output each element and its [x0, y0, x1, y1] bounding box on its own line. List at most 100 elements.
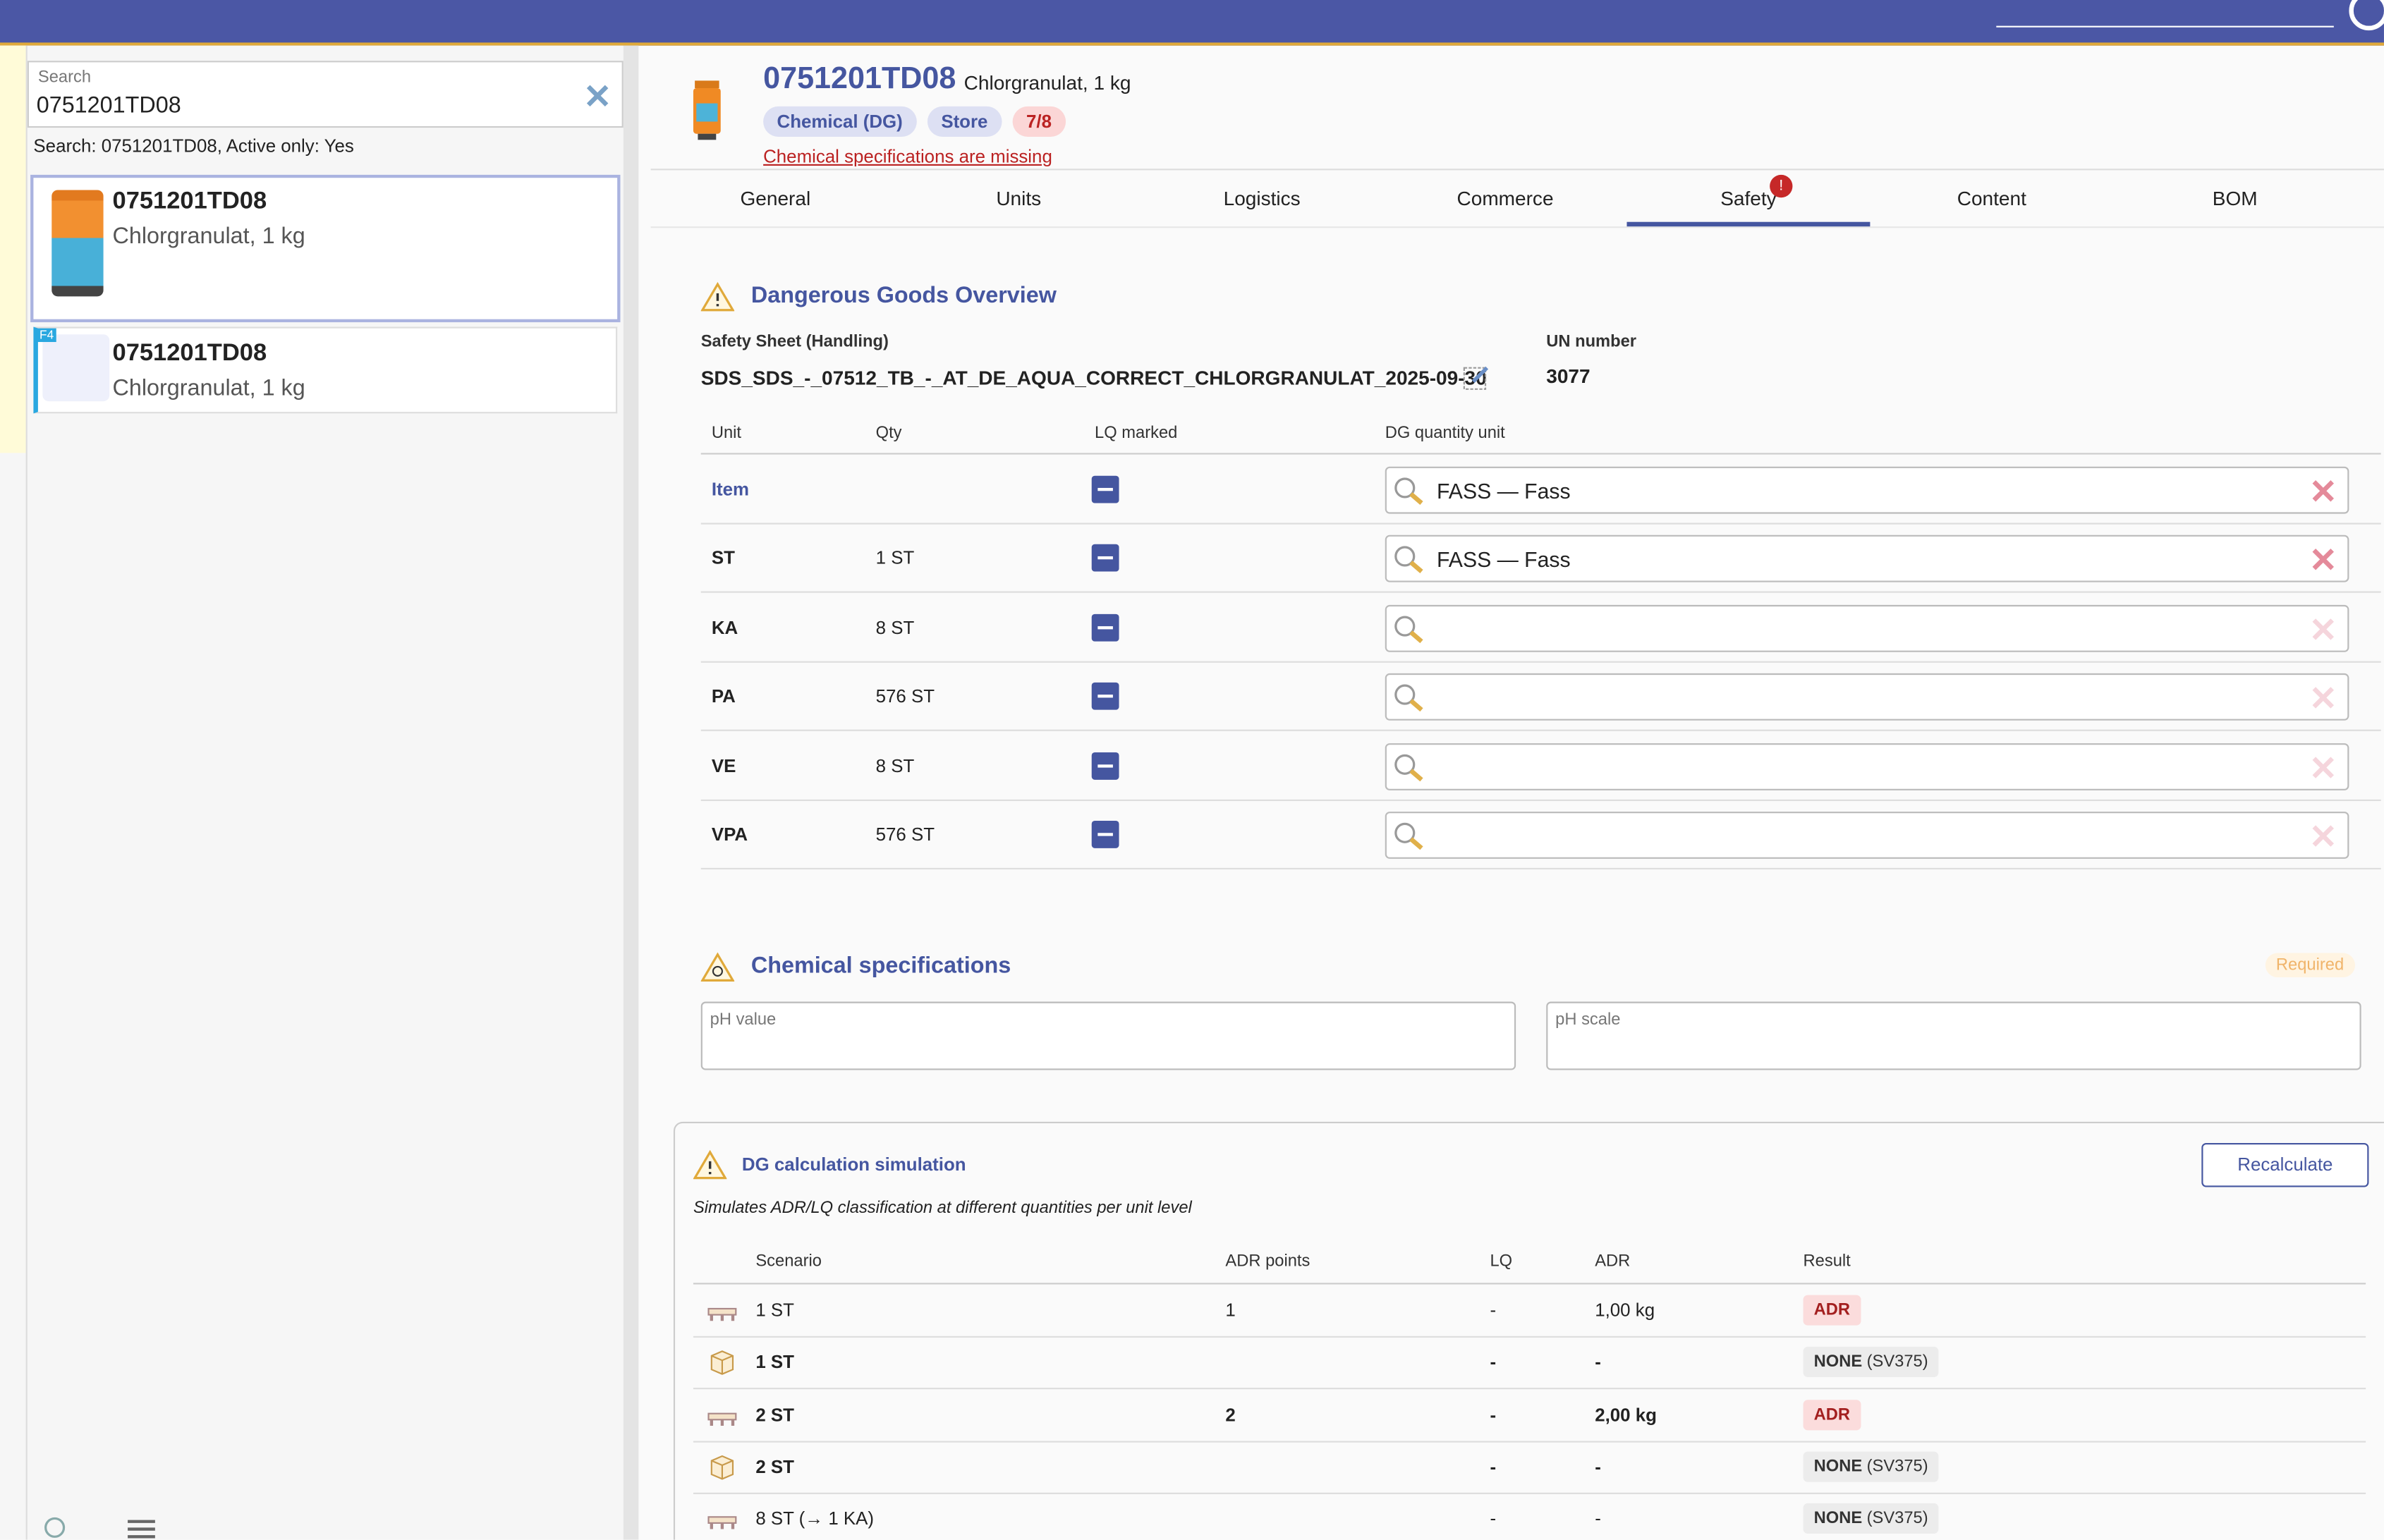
cell: -	[1490, 1403, 1497, 1426]
table-line	[693, 1283, 2366, 1285]
result: ADR	[1813, 1301, 1851, 1320]
dg-unit-input[interactable]	[1385, 535, 2349, 583]
result: ADR	[1813, 1405, 1851, 1424]
strip-border	[25, 45, 28, 1540]
lq-checkbox[interactable]	[1091, 683, 1119, 711]
unit: VPA	[711, 824, 748, 845]
result-chip: NONE (SV375)	[1803, 1347, 1939, 1378]
column-header: Scenario	[755, 1252, 822, 1271]
clear-icon[interactable]	[2311, 617, 2335, 641]
dg-unit-input[interactable]	[1385, 812, 2349, 859]
cell: 2,00 kg	[1595, 1403, 1657, 1426]
cell: 8 ST (→ 1 KA)	[755, 1508, 875, 1529]
result-code: 0751201TD08	[112, 340, 267, 367]
column-header: Result	[1803, 1252, 1851, 1271]
result-name: Chlorgranulat, 1 kg	[112, 375, 305, 402]
result-code: 0751201TD08	[112, 188, 267, 214]
qty: 8 ST	[875, 754, 915, 776]
row-icon	[707, 1349, 737, 1384]
cell: 2 ST	[755, 1403, 794, 1426]
dg-unit-input[interactable]	[1385, 673, 2349, 721]
row-line	[700, 867, 2381, 870]
lq-checkbox[interactable]	[1091, 752, 1119, 779]
tag: 7/8	[1012, 106, 1066, 138]
dg-unit-input[interactable]	[1385, 466, 2349, 514]
qty: 8 ST	[875, 616, 915, 638]
warning-icon	[700, 952, 735, 982]
dg-unit-input[interactable]	[1385, 742, 2349, 790]
search-icon	[1394, 546, 1423, 574]
lq-checkbox[interactable]	[1091, 475, 1119, 503]
clear-icon[interactable]	[2311, 479, 2335, 503]
search-summary: Search: 0751201TD08, Active only: Yes	[33, 135, 354, 157]
lq-checkbox[interactable]	[1091, 821, 1119, 848]
table-line	[700, 453, 2381, 455]
clear-icon[interactable]	[585, 84, 609, 108]
status-chip: Required	[2265, 953, 2355, 978]
splitter[interactable]	[623, 45, 639, 1540]
tab-alert: !	[1770, 174, 1793, 198]
product-image	[693, 80, 721, 140]
result-chip: NONE (SV375)	[1803, 1503, 1939, 1534]
warning-icon	[700, 281, 735, 312]
safety-sheet: SDS_SDS_-_07512_TB_-_AT_DE_AQUA_CORRECT_…	[700, 366, 1487, 389]
cell: -	[1595, 1508, 1601, 1529]
strip	[0, 45, 26, 453]
clear-icon[interactable]	[2311, 686, 2335, 710]
search-box[interactable]: Search 0751201TD08	[27, 61, 624, 128]
cell: 2 ST	[755, 1455, 794, 1478]
dash	[1097, 695, 1113, 698]
cell: -	[1595, 1455, 1601, 1478]
cell: 1 ST	[755, 1351, 794, 1374]
field-label: pH value	[710, 1010, 777, 1029]
result-card[interactable]	[33, 326, 618, 414]
tab[interactable]: Commerce	[1456, 187, 1554, 210]
lq-checkbox[interactable]	[1091, 613, 1119, 642]
cell: 1	[1225, 1300, 1236, 1321]
edit-icon[interactable]	[1461, 362, 1492, 392]
box-icon	[710, 1455, 734, 1480]
column-header: Unit	[711, 424, 741, 443]
dg-unit-input[interactable]	[1385, 604, 2349, 652]
cell: -	[1490, 1300, 1497, 1321]
tab[interactable]: BOM	[2212, 187, 2258, 210]
cell: 1 ST	[755, 1300, 794, 1321]
clear-icon[interactable]	[2311, 548, 2335, 572]
search-icon	[1394, 684, 1423, 712]
warning[interactable]: Chemical specifications are missing	[763, 145, 1052, 168]
result-image	[42, 334, 110, 402]
account-icon[interactable]	[2349, 0, 2384, 31]
field-label: pH scale	[1555, 1010, 1621, 1029]
result-note: (SV375)	[1866, 1353, 1928, 1371]
column-header: LQ marked	[1095, 424, 1178, 443]
field-input[interactable]	[1546, 1001, 2361, 1070]
row-icon	[707, 1453, 737, 1489]
tab[interactable]: General	[740, 187, 811, 210]
dash	[1097, 556, 1113, 561]
lq-checkbox[interactable]	[1091, 544, 1119, 573]
panel-subtitle: Simulates ADR/LQ classification at diffe…	[693, 1199, 1192, 1218]
result-badge: F4	[36, 328, 57, 343]
clear-icon[interactable]	[2311, 754, 2335, 778]
dg-unit: FASS — Fass	[1437, 479, 1571, 503]
tab[interactable]: Logistics	[1223, 187, 1301, 210]
result-note: (SV375)	[1866, 1509, 1928, 1528]
unit[interactable]: Item	[711, 479, 750, 501]
tab[interactable]: Content	[1957, 187, 2026, 210]
tab[interactable]: Safety	[1626, 170, 1871, 227]
field-label: Safety Sheet (Handling)	[700, 333, 889, 351]
result-card[interactable]	[30, 174, 621, 322]
pallet-icon	[707, 1516, 737, 1529]
field-input[interactable]	[700, 1001, 1516, 1070]
dg-unit: FASS — Fass	[1437, 547, 1571, 573]
column-header: Qty	[875, 424, 902, 443]
recalculate-button[interactable]: Recalculate	[2201, 1143, 2369, 1187]
tab[interactable]: Units	[996, 187, 1042, 210]
cell: -	[1595, 1351, 1601, 1374]
bottom-icons[interactable]	[39, 1514, 161, 1540]
clear-icon[interactable]	[2311, 824, 2335, 848]
pallet-icon	[707, 1412, 737, 1426]
column-header: DG quantity unit	[1385, 424, 1505, 443]
cell: -	[1490, 1455, 1497, 1478]
